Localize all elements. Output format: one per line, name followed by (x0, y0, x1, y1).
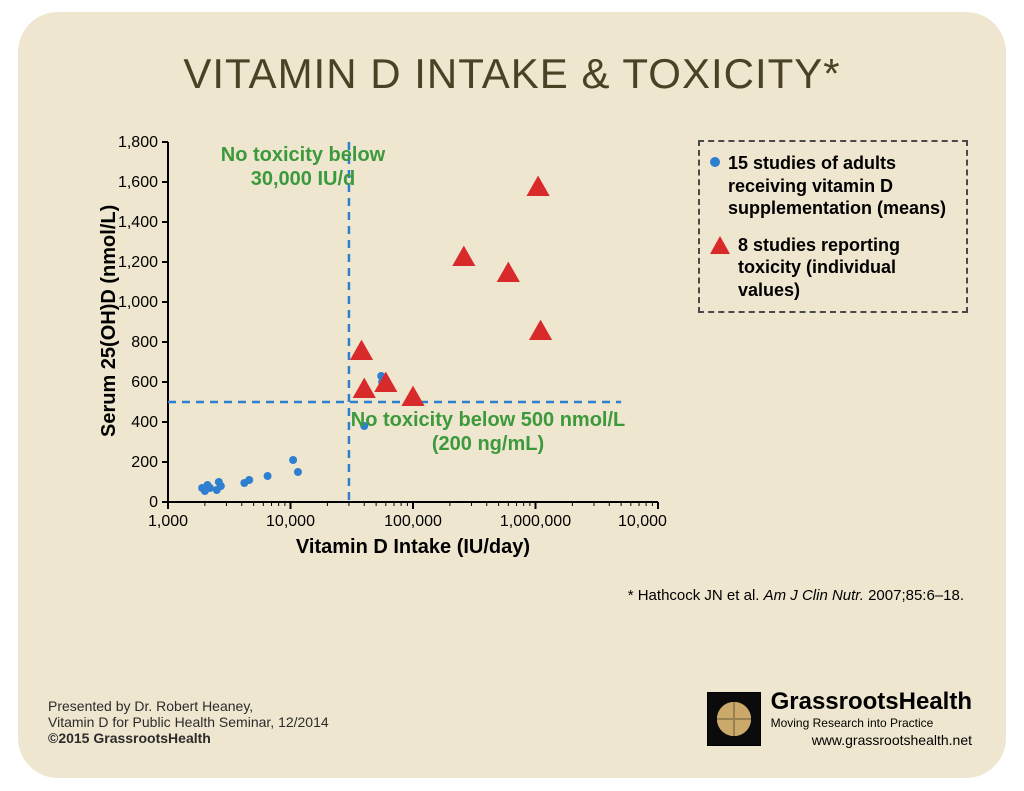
legend-label: 15 studies of adults receiving vitamin D… (728, 152, 954, 220)
annotation-no-toxicity-intake: No toxicity below30,000 IU/d (163, 143, 443, 191)
brand-block: GrassrootsHealth Moving Research into Pr… (707, 690, 972, 748)
svg-text:10,000: 10,000 (266, 513, 315, 530)
svg-text:800: 800 (131, 334, 158, 351)
circle-marker-icon (710, 157, 720, 167)
brand-name: GrassrootsHealth (771, 690, 972, 714)
x-axis-label: Vitamin D Intake (IU/day) (168, 536, 658, 559)
svg-text:400: 400 (131, 414, 158, 431)
svg-text:0: 0 (149, 494, 158, 511)
svg-text:1,000: 1,000 (148, 513, 188, 530)
svg-text:10,000,000: 10,000,000 (618, 513, 668, 530)
chart-container: 0 200 400 600 800 1,000 1,200 1,400 1,600 1,800 1,… (98, 132, 668, 562)
brand-tagline: Moving Research into Practice (771, 716, 972, 730)
footer-line2: Vitamin D for Public Health Seminar, 12/… (48, 714, 329, 730)
citation-prefix: * Hathcock JN et al. (628, 587, 764, 604)
legend-item-circles: 15 studies of adults receiving vitamin D… (710, 152, 954, 220)
svg-text:200: 200 (131, 454, 158, 471)
infographic-card: VITAMIN D INTAKE & TOXICITY* 0 200 400 600 8… (18, 12, 1006, 778)
svg-text:1,000: 1,000 (118, 294, 158, 311)
citation: * Hathcock JN et al. Am J Clin Nutr. 200… (628, 587, 964, 604)
footer-line1: Presented by Dr. Robert Heaney, (48, 698, 329, 714)
chart-title: VITAMIN D INTAKE & TOXICITY* (18, 50, 1006, 98)
triangle-marker-icon (710, 236, 730, 254)
legend: 15 studies of adults receiving vitamin D… (698, 140, 968, 313)
annotation-no-toxicity-serum: No toxicity below 500 nmol/L(200 ng/mL) (348, 408, 628, 456)
footer-line3: ©2015 GrassrootsHealth (48, 730, 329, 746)
footer-presenter: Presented by Dr. Robert Heaney, Vitamin … (48, 698, 329, 746)
svg-text:100,000: 100,000 (384, 513, 442, 530)
brand-url: www.grassrootshealth.net (771, 732, 972, 748)
brand-text: GrassrootsHealth Moving Research into Pr… (771, 690, 972, 748)
svg-text:600: 600 (131, 374, 158, 391)
brand-logo-icon (707, 692, 761, 746)
scatter-chart: 0 200 400 600 800 1,000 1,200 1,400 1,600 1,800 1,… (98, 132, 668, 562)
svg-text:1,200: 1,200 (118, 254, 158, 271)
citation-suffix: 2007;85:6–18. (864, 587, 964, 604)
svg-text:1,800: 1,800 (118, 134, 158, 151)
svg-text:1,400: 1,400 (118, 214, 158, 231)
svg-text:1,000,000: 1,000,000 (500, 513, 571, 530)
legend-label: 8 studies reporting toxicity (individual… (738, 234, 954, 302)
svg-text:1,600: 1,600 (118, 174, 158, 191)
y-axis-label: Serum 25(OH)D (nmol/L) (98, 205, 121, 437)
legend-item-triangles: 8 studies reporting toxicity (individual… (710, 234, 954, 302)
citation-journal: Am J Clin Nutr. (764, 587, 864, 604)
